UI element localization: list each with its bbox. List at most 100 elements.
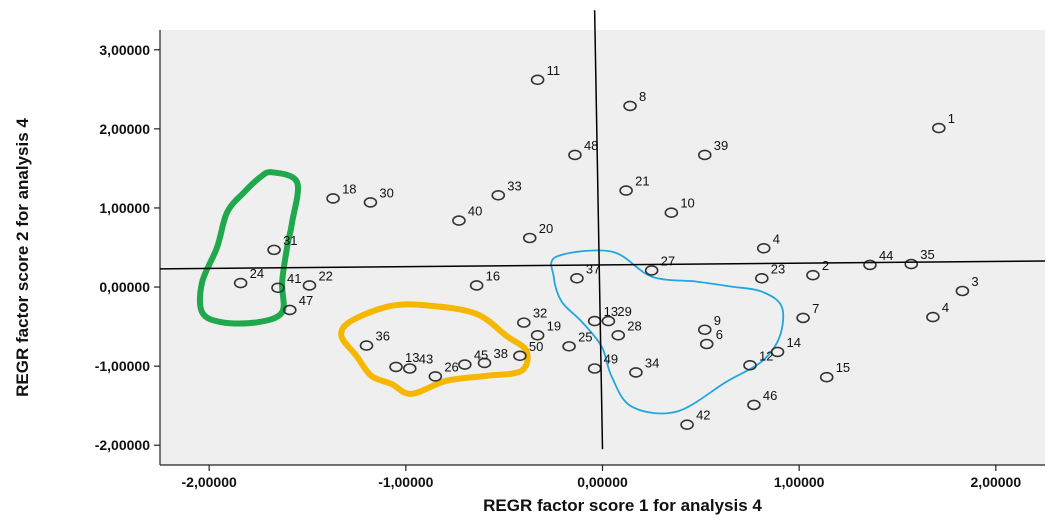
point-marker <box>267 244 281 256</box>
point-label: 19 <box>547 318 561 333</box>
point-label: 15 <box>836 360 850 375</box>
point-marker <box>530 74 545 86</box>
data-point: 22 <box>302 268 333 291</box>
data-point: 39 <box>697 138 728 161</box>
point-label: 35 <box>920 247 934 262</box>
data-point: 40 <box>452 204 482 226</box>
data-point: 26 <box>428 359 459 382</box>
point-label: 41 <box>287 271 301 286</box>
point-marker <box>359 340 374 351</box>
data-point: 42 <box>680 408 711 430</box>
x-tick-label: -1,00000 <box>378 474 433 490</box>
point-label: 1 <box>948 111 955 126</box>
point-marker <box>699 338 714 350</box>
point-label: 11 <box>547 63 561 78</box>
point-marker <box>522 232 537 244</box>
y-tick-label: -2,00000 <box>95 437 150 453</box>
point-label: 6 <box>716 327 723 342</box>
data-point: 48 <box>568 138 598 161</box>
data-point: 7 <box>796 301 819 324</box>
data-point: 24 <box>233 266 264 289</box>
point-marker <box>402 363 417 374</box>
point-marker <box>629 367 643 378</box>
point-label: 9 <box>714 313 721 328</box>
point-marker <box>623 100 637 112</box>
x-tick-label: 2,00000 <box>971 474 1022 490</box>
point-label: 27 <box>661 253 675 268</box>
data-point: 1 <box>931 111 955 134</box>
point-marker <box>697 324 712 336</box>
point-label: 16 <box>486 268 500 283</box>
point-marker <box>363 197 378 208</box>
point-marker <box>601 315 616 327</box>
x-axis-title: REGR factor score 1 for analysis 4 <box>483 496 762 515</box>
point-label: 30 <box>379 185 393 200</box>
point-marker <box>863 259 877 271</box>
point-marker <box>697 149 712 161</box>
point-marker <box>491 190 506 201</box>
data-point: 4 <box>926 300 949 323</box>
point-label: 26 <box>444 359 458 374</box>
point-marker <box>513 350 527 362</box>
data-point: 43 <box>402 352 433 374</box>
data-point: 10 <box>664 196 695 218</box>
point-label: 22 <box>318 268 332 283</box>
annotation-loop <box>550 249 785 415</box>
point-label: 37 <box>586 261 600 276</box>
point-marker <box>282 304 297 316</box>
point-label: 4 <box>773 231 780 246</box>
data-point: 12 <box>743 348 773 371</box>
point-marker <box>452 215 466 226</box>
point-marker <box>931 122 946 134</box>
point-marker <box>233 277 248 289</box>
point-marker <box>619 185 633 196</box>
data-point: 44 <box>863 248 893 271</box>
point-marker <box>428 371 443 382</box>
point-label: 4 <box>942 300 949 315</box>
point-marker <box>458 359 472 370</box>
point-marker <box>389 361 403 373</box>
y-tick-label: -1,00000 <box>95 358 150 374</box>
point-marker <box>743 360 757 371</box>
point-marker <box>747 399 761 411</box>
point-marker <box>770 346 785 358</box>
annotation-loop <box>196 169 301 327</box>
data-point: 23 <box>754 261 785 284</box>
data-point: 36 <box>359 329 390 351</box>
data-point: 34 <box>629 355 659 378</box>
point-label: 29 <box>617 304 631 319</box>
point-label: 10 <box>680 196 694 211</box>
point-label: 33 <box>507 178 521 193</box>
point-label: 2 <box>822 258 829 273</box>
point-marker <box>570 273 584 284</box>
data-point: 9 <box>697 313 721 336</box>
point-marker <box>926 311 940 323</box>
point-label: 14 <box>787 335 801 350</box>
point-marker <box>955 285 970 297</box>
point-marker <box>517 317 531 328</box>
point-label: 46 <box>763 388 777 403</box>
point-label: 45 <box>474 348 488 363</box>
point-label: 44 <box>879 248 893 263</box>
data-point: 29 <box>601 304 632 327</box>
point-marker <box>796 312 810 324</box>
point-label: 25 <box>578 329 592 344</box>
reference-line <box>593 10 604 450</box>
point-label: 39 <box>714 138 728 153</box>
data-point: 2 <box>806 258 829 281</box>
point-label: 36 <box>376 329 390 344</box>
data-point: 28 <box>611 318 642 341</box>
point-marker <box>568 149 582 161</box>
data-point: 19 <box>530 318 561 341</box>
point-marker <box>664 207 679 218</box>
point-marker <box>754 273 769 284</box>
data-point: 46 <box>747 388 777 411</box>
point-label: 48 <box>584 138 598 153</box>
data-point: 4 <box>756 231 780 254</box>
point-marker <box>680 419 694 430</box>
point-marker <box>611 329 626 341</box>
data-point: 38 <box>477 346 508 369</box>
point-label: 40 <box>468 204 482 219</box>
